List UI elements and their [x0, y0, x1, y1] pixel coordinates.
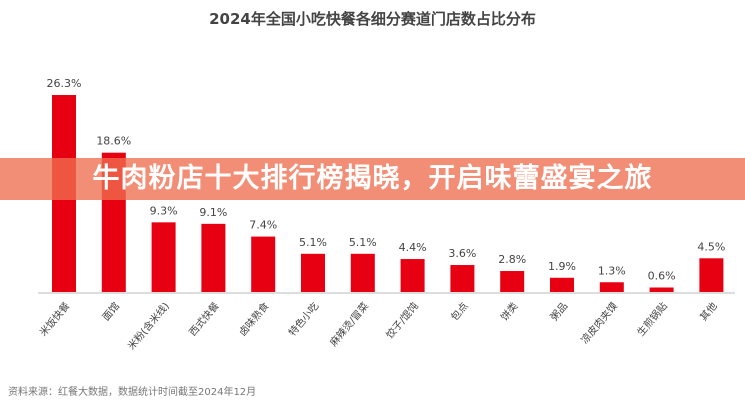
headline-text: 牛肉粉店十大排行榜揭晓，开启味蕾盛宴之旅 [92, 163, 653, 194]
headline-banner: 牛肉粉店十大排行榜揭晓，开启味蕾盛宴之旅 [0, 158, 745, 200]
data-label: 3.6% [448, 247, 476, 260]
data-label: 2.8% [498, 253, 526, 266]
x-tick-label: 凉皮肉夹馍 [578, 300, 620, 347]
bar [350, 253, 375, 292]
data-label: 0.6% [648, 270, 676, 283]
x-tick-label: 米粉(含米线) [125, 300, 172, 353]
x-tick-label: 卤味熟食 [236, 300, 272, 339]
data-label: 1.9% [548, 260, 576, 273]
bar [201, 223, 226, 292]
x-tick-label: 特色小吃 [286, 300, 322, 339]
bar [699, 258, 724, 292]
data-label: 9.1% [199, 206, 227, 219]
x-tick-label: 饼类 [498, 300, 521, 324]
bar [649, 287, 674, 292]
bar [500, 271, 525, 292]
data-label: 4.4% [399, 241, 427, 254]
data-label: 5.1% [299, 236, 327, 249]
bar [400, 259, 425, 292]
x-tick-label: 其他 [697, 300, 720, 324]
x-tick-label: 面馆 [99, 300, 122, 324]
bar [599, 282, 624, 292]
chart-title: 2024年全国小吃快餐各细分赛道门店数占比分布 [209, 10, 536, 28]
data-label: 5.1% [349, 236, 377, 249]
bar [450, 265, 475, 292]
x-tick-label: 粥品 [548, 300, 570, 323]
bar [301, 253, 325, 292]
x-tick-label: 西式快餐 [186, 300, 222, 339]
source-note: 资料来源：红餐大数据，数据统计时间截至2024年12月 [8, 387, 257, 398]
data-label: 4.5% [697, 240, 725, 253]
bar [550, 277, 574, 292]
data-label: 7.4% [249, 219, 277, 232]
x-tick-label: 包点 [448, 300, 471, 324]
data-label: 9.3% [150, 204, 178, 217]
bar [151, 222, 176, 292]
x-tick-label: 生煎锅贴 [634, 300, 670, 339]
data-label: 26.3% [47, 77, 82, 90]
x-tick-label: 麻辣烫/冒菜 [327, 300, 371, 349]
x-tick-label: 饺子/馄饨 [383, 300, 421, 342]
x-tick-label: 米饭快餐 [37, 300, 73, 339]
data-label: 18.6% [96, 135, 131, 148]
bar [251, 236, 276, 292]
data-label: 1.3% [598, 264, 626, 277]
